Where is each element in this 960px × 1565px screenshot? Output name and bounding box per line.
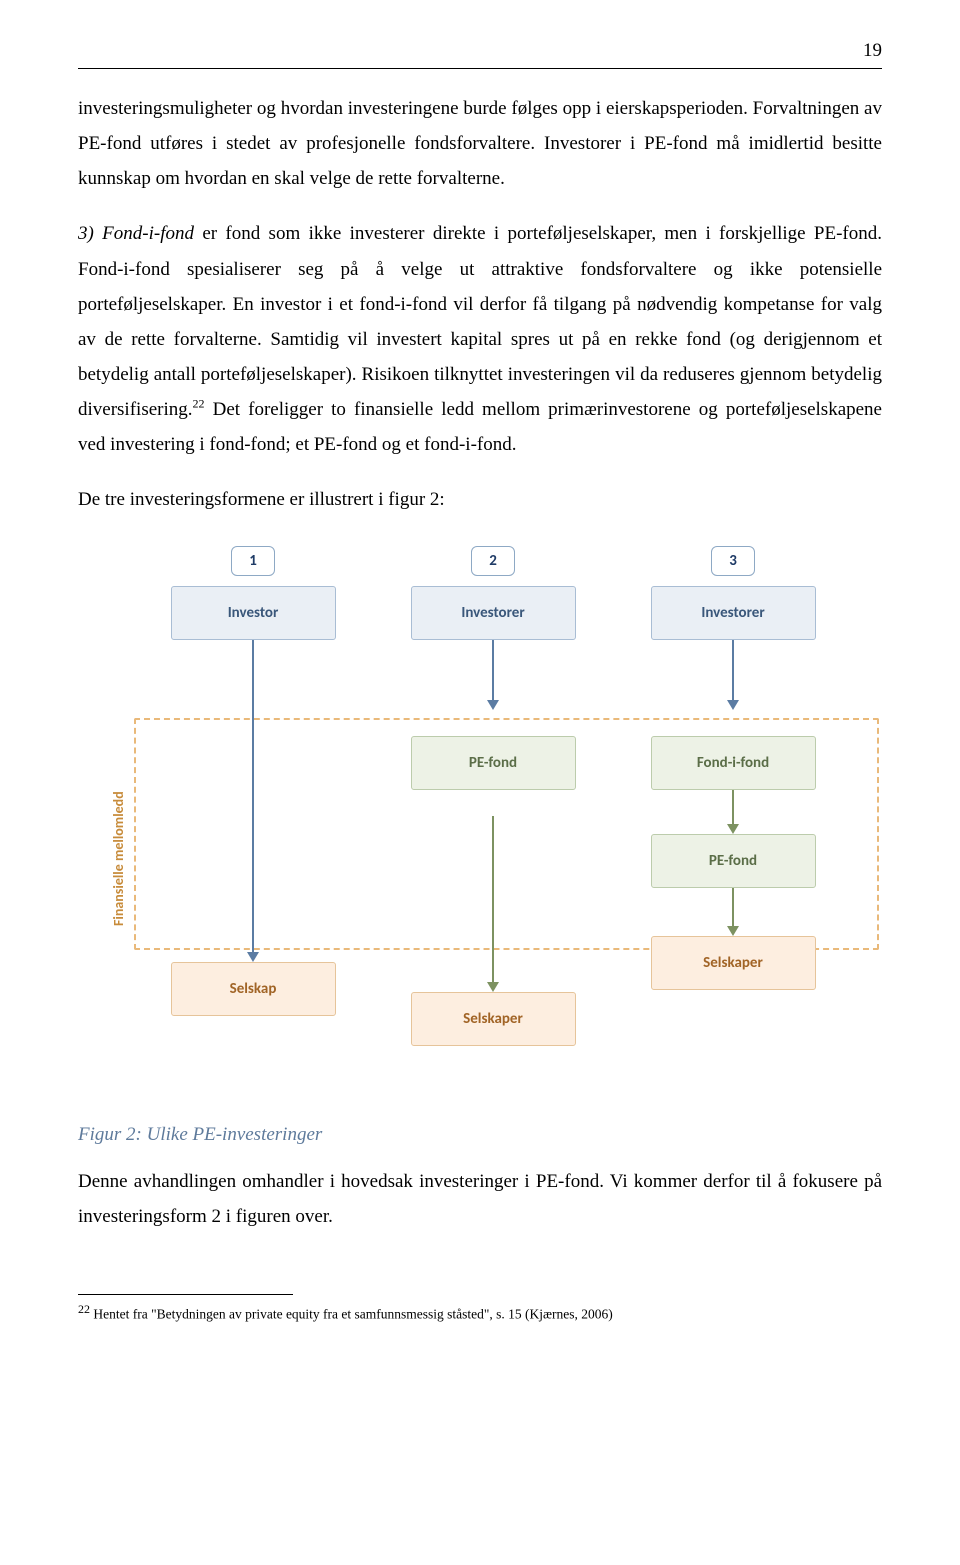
footnote-num: 22	[78, 1302, 90, 1316]
selskap-box-2: Selskaper	[411, 992, 576, 1046]
arrow-2a	[493, 640, 494, 710]
selskap-box-1: Selskap	[171, 962, 336, 1016]
closing-paragraph: Denne avhandlingen omhandler i hovedsak …	[78, 1164, 882, 1234]
p2-lead: 3) Fond-i-fond	[78, 223, 202, 244]
p2-body: er fond som ikke investerer direkte i po…	[78, 223, 882, 420]
badge-2: 2	[471, 546, 515, 576]
column-3: 3 Investorer Fond-i-fond PE-fond Selskap…	[638, 546, 828, 990]
badge-3: 3	[711, 546, 755, 576]
investor-box-1: Investor	[171, 586, 336, 640]
selskap-box-3: Selskaper	[651, 936, 816, 990]
arrow-3c	[733, 888, 734, 936]
arrow-2b	[493, 790, 494, 992]
footnote-ref-22: 22	[193, 397, 205, 411]
pe-fond-box-2: PE-fond	[651, 834, 816, 888]
fond-i-fond-box: Fond-i-fond	[651, 736, 816, 790]
figure-intro: De tre investeringsformene er illustrert…	[78, 482, 882, 517]
arrow-3a	[733, 640, 734, 710]
paragraph-1: investeringsmuligheter og hvordan invest…	[78, 91, 882, 196]
page-number: 19	[78, 40, 882, 62]
arrow-1	[253, 640, 254, 962]
arrow-3b	[733, 790, 734, 834]
footnote-text: Hentet fra "Betydningen av private equit…	[90, 1306, 613, 1321]
badge-1: 1	[231, 546, 275, 576]
footnote-22: 22 Hentet fra "Betydningen av private eq…	[78, 1301, 882, 1324]
investor-box-2: Investorer	[411, 586, 576, 640]
side-label: Finansielle mellomledd	[110, 791, 127, 926]
column-2: 2 Investorer PE-fond Selskaper	[398, 546, 588, 1046]
figure-caption: Figur 2: Ulike PE-investeringer	[78, 1124, 882, 1146]
paragraph-2: 3) Fond-i-fond er fond som ikke invester…	[78, 216, 882, 462]
footnote-rule	[78, 1294, 293, 1295]
investor-box-3: Investorer	[651, 586, 816, 640]
investment-diagram: Finansielle mellomledd 1 Investor Selska…	[78, 546, 882, 1106]
pe-fond-box: PE-fond	[411, 736, 576, 790]
header-rule	[78, 68, 882, 69]
column-1: 1 Investor Selskap	[158, 546, 348, 1016]
